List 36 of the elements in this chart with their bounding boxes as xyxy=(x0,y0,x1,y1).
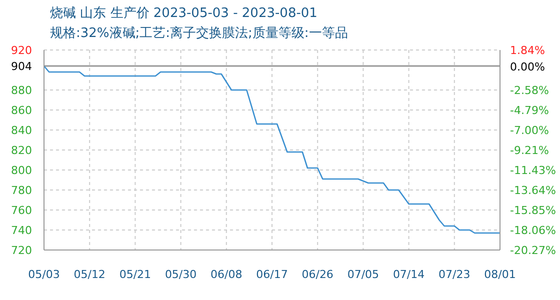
x-tick-label: 07/05 xyxy=(347,268,380,281)
x-tick-label: 05/30 xyxy=(164,268,197,281)
y2-tick-label: -18.06% xyxy=(510,224,556,238)
x-tick-label: 06/17 xyxy=(256,268,288,281)
y-tick-label: 904 xyxy=(11,60,32,73)
y2-tick-label: -4.79% xyxy=(510,104,549,117)
x-tick-label: 07/23 xyxy=(438,268,470,281)
y-tick-label: 740 xyxy=(11,224,32,237)
y2-tick-label: -9.21% xyxy=(510,144,549,157)
y-tick-label: 920 xyxy=(11,44,32,57)
y-tick-label: 820 xyxy=(11,144,32,157)
x-tick-label: 07/14 xyxy=(392,268,425,281)
chart-subtitle: 规格:32%液碱;工艺:离子交换膜法;质量等级:一等品 xyxy=(50,25,348,42)
x-tick-label: 08/01 xyxy=(484,268,516,281)
y2-tick-label: -15.85% xyxy=(510,204,556,218)
y2-tick-label: -7.00% xyxy=(510,124,549,137)
line-series xyxy=(44,65,500,234)
x-tick-label: 05/03 xyxy=(28,268,60,281)
y-tick-label: 780 xyxy=(11,184,32,197)
y-tick-label: 860 xyxy=(11,104,32,117)
x-tick-label: 06/26 xyxy=(302,268,334,281)
y2-tick-label: 0.00% xyxy=(510,60,545,74)
x-tick-label: 06/08 xyxy=(210,268,242,281)
y2-tick-label: -2.58% xyxy=(510,84,549,97)
y2-tick-label: -20.27% xyxy=(510,244,556,257)
chart-title: 烧碱 山东 生产价 2023-05-03 - 2023-08-01 xyxy=(50,5,318,22)
y-tick-label: 800 xyxy=(11,164,32,177)
y2-tick-label: 1.84% xyxy=(510,44,545,57)
y2-tick-label: -13.64% xyxy=(510,184,556,198)
x-tick-label: 05/21 xyxy=(119,268,152,281)
y2-tick-label: -11.43% xyxy=(510,164,556,178)
y-tick-label: 760 xyxy=(11,204,32,217)
x-tick-label: 05/12 xyxy=(74,268,106,281)
y-tick-label: 720 xyxy=(11,244,32,257)
y-tick-label: 840 xyxy=(11,124,32,137)
y-tick-label: 880 xyxy=(11,84,32,97)
